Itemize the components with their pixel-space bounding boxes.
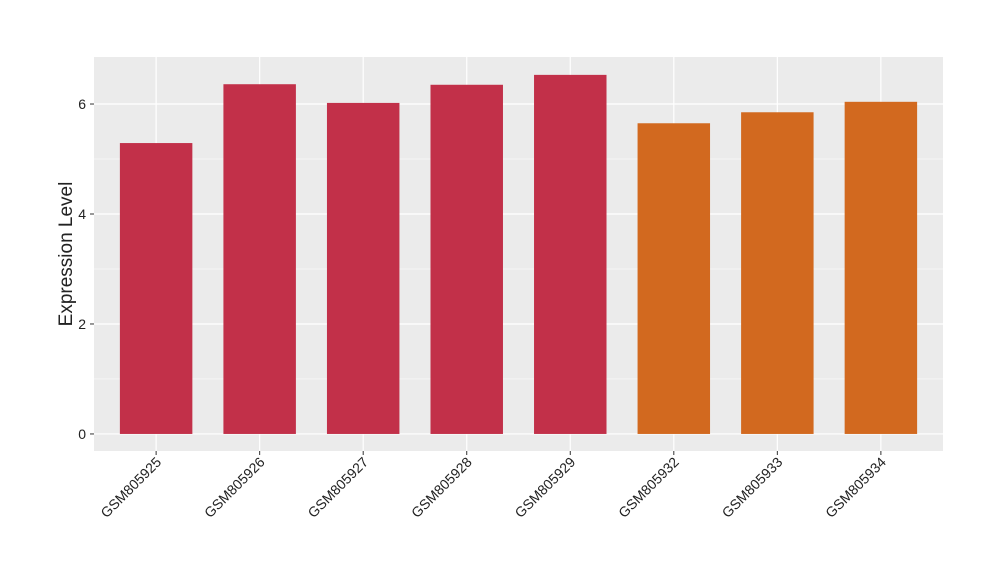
x-tick-label: GSM805925 (97, 454, 164, 521)
bar (741, 112, 814, 434)
bar (844, 101, 918, 434)
x-tick-label: GSM805928 (408, 454, 475, 521)
x-tick-label: GSM805934 (822, 454, 889, 521)
y-tick-label: 0 (78, 426, 86, 442)
y-tick-label: 6 (78, 96, 86, 112)
y-tick-label: 4 (78, 206, 86, 222)
x-tick-label: GSM805929 (511, 454, 578, 521)
bar (534, 74, 607, 434)
bar (430, 84, 503, 434)
y-axis-title: Expression Level (56, 182, 77, 327)
y-tick-label: 2 (78, 316, 86, 332)
x-tick-label: GSM805933 (719, 454, 786, 521)
bar (637, 123, 711, 434)
x-tick-label: GSM805932 (615, 454, 682, 521)
bar (326, 102, 400, 434)
x-tick-label: GSM805926 (201, 454, 268, 521)
x-tick-label: GSM805927 (304, 454, 371, 521)
panel (94, 57, 943, 451)
bar (223, 84, 296, 434)
bar (119, 143, 193, 434)
